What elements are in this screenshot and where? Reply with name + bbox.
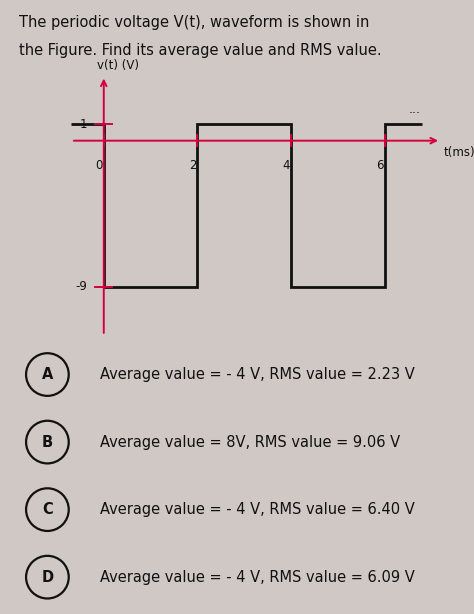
Text: 0: 0 [95, 158, 103, 171]
Text: B: B [42, 435, 53, 449]
Text: Average value = 8V, RMS value = 9.06 V: Average value = 8V, RMS value = 9.06 V [100, 435, 400, 449]
Text: 1: 1 [80, 118, 87, 131]
Text: The periodic voltage V(t), waveform is shown in: The periodic voltage V(t), waveform is s… [19, 15, 369, 30]
Text: 2: 2 [189, 158, 197, 171]
Text: ...: ... [408, 103, 420, 116]
Text: -9: -9 [75, 281, 87, 293]
Text: Average value = - 4 V, RMS value = 6.40 V: Average value = - 4 V, RMS value = 6.40 … [100, 502, 414, 517]
Text: t(ms): t(ms) [443, 146, 474, 158]
Text: Average value = - 4 V, RMS value = 6.09 V: Average value = - 4 V, RMS value = 6.09 … [100, 570, 414, 585]
Text: Average value = - 4 V, RMS value = 2.23 V: Average value = - 4 V, RMS value = 2.23 … [100, 367, 414, 382]
Text: the Figure. Find its average value and RMS value.: the Figure. Find its average value and R… [19, 43, 382, 58]
Text: A: A [42, 367, 53, 382]
Text: v(t) (V): v(t) (V) [97, 60, 139, 72]
Text: C: C [42, 502, 53, 517]
Text: 6: 6 [376, 158, 384, 171]
Text: 4: 4 [283, 158, 290, 171]
Text: D: D [41, 570, 54, 585]
